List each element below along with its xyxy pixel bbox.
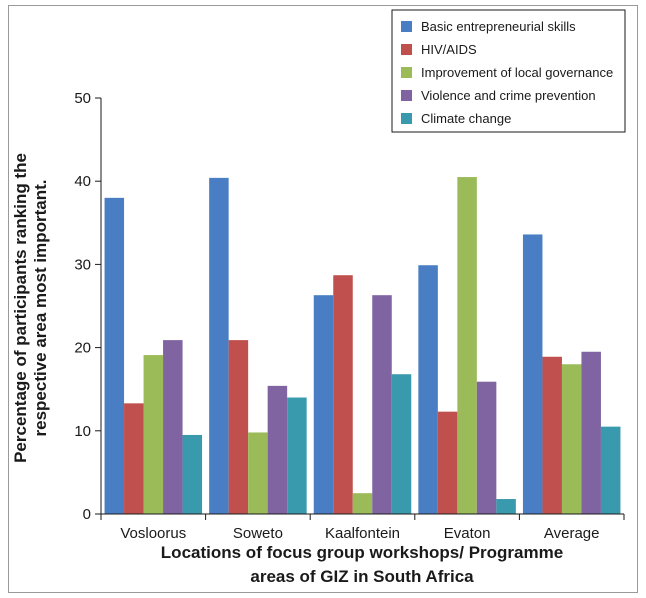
bar bbox=[476, 381, 497, 514]
bar bbox=[209, 177, 229, 514]
bar bbox=[561, 364, 582, 514]
axes-layer bbox=[100, 98, 624, 515]
y-tick-label: 50 bbox=[74, 90, 91, 107]
bar bbox=[287, 397, 307, 514]
y-tick-label: 0 bbox=[83, 506, 91, 523]
legend-label: HIV/AIDS bbox=[421, 42, 477, 57]
bars-layer bbox=[104, 177, 621, 515]
y-ticks: 0 10 20 30 40 50 bbox=[74, 90, 101, 523]
legend-swatch bbox=[401, 90, 412, 101]
x-axis-title-line2: areas of GIZ in South Africa bbox=[250, 567, 474, 586]
bar bbox=[437, 411, 458, 514]
x-ticks: Vosloorus Soweto Kaalfontein Evaton Average bbox=[100, 514, 625, 542]
bar bbox=[457, 177, 477, 515]
bar bbox=[391, 374, 412, 514]
x-tick-label: Average bbox=[544, 525, 600, 542]
bar bbox=[248, 432, 268, 514]
bar bbox=[600, 426, 621, 514]
y-tick-label: 20 bbox=[74, 340, 91, 357]
bar bbox=[313, 295, 334, 514]
legend-label: Violence and crime prevention bbox=[421, 88, 596, 103]
legend-swatch bbox=[401, 21, 412, 32]
bar bbox=[163, 340, 183, 514]
x-axis-title-line1: Locations of focus group workshops/ Prog… bbox=[161, 543, 563, 562]
bar bbox=[267, 385, 288, 514]
bar bbox=[182, 434, 203, 514]
legend-label: Improvement of local governance bbox=[421, 65, 613, 80]
bar bbox=[496, 499, 516, 514]
bar bbox=[124, 403, 144, 514]
legend-swatch bbox=[401, 67, 412, 78]
x-tick-label: Vosloorus bbox=[120, 525, 186, 542]
legend-swatch bbox=[401, 44, 412, 55]
legend-label: Climate change bbox=[421, 111, 511, 126]
y-tick-label: 30 bbox=[74, 256, 91, 273]
legend: Basic entrepreneurial skills HIV/AIDS Impr… bbox=[391, 9, 626, 133]
x-tick-label: Kaalfontein bbox=[325, 525, 400, 542]
bar bbox=[581, 351, 601, 514]
bar bbox=[418, 265, 438, 514]
chart-frame bbox=[8, 5, 638, 593]
y-axis-title-line2: respective area most important. bbox=[31, 180, 50, 437]
bar bbox=[542, 356, 562, 514]
legend-swatch bbox=[401, 113, 412, 124]
x-tick-label: Soweto bbox=[233, 525, 283, 542]
bar bbox=[333, 275, 353, 514]
bar bbox=[352, 493, 373, 514]
bar bbox=[372, 295, 392, 514]
bar bbox=[143, 355, 164, 514]
y-axis-title-line1: Percentage of participants ranking the bbox=[11, 153, 30, 463]
bar bbox=[522, 234, 543, 514]
legend-label: Basic entrepreneurial skills bbox=[421, 19, 576, 34]
y-tick-label: 10 bbox=[74, 423, 91, 440]
y-tick-label: 40 bbox=[74, 173, 91, 190]
legend-box bbox=[391, 9, 626, 133]
bar bbox=[228, 340, 249, 514]
bar bbox=[104, 197, 125, 514]
x-tick-label: Evaton bbox=[444, 525, 491, 542]
